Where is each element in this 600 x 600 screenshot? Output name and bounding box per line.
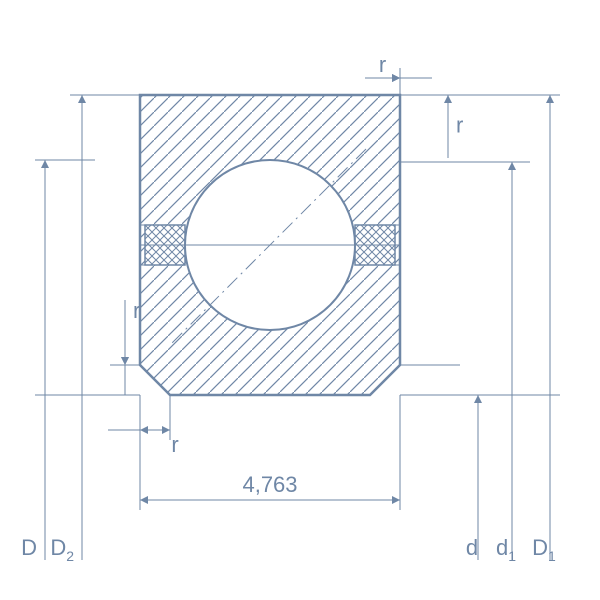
dim-label: D1 [532,535,556,564]
dim-width-value: 4,763 [242,472,297,497]
dim-width: 4,763 [140,472,400,504]
dim-d: d [466,395,482,560]
label-r: r [133,298,140,323]
label-r: r [171,432,178,457]
dim-r-top-h: r [365,52,432,82]
label-r: r [379,52,386,77]
dim-D1: D1 [532,95,556,564]
dim-label: D [21,535,37,560]
dim-D2: D2 [50,95,86,564]
dim-r-bot-left: r [108,395,179,457]
dim-d1: d1 [496,162,516,564]
dim-label: d1 [496,535,516,564]
section-body [140,95,400,395]
label-r: r [456,113,463,138]
dim-D: D [21,160,49,560]
dim-label: D2 [50,535,74,564]
dim-r-mid-left: r [121,298,140,395]
dim-r-top-v: r [444,95,463,158]
dim-label: d [466,535,478,560]
